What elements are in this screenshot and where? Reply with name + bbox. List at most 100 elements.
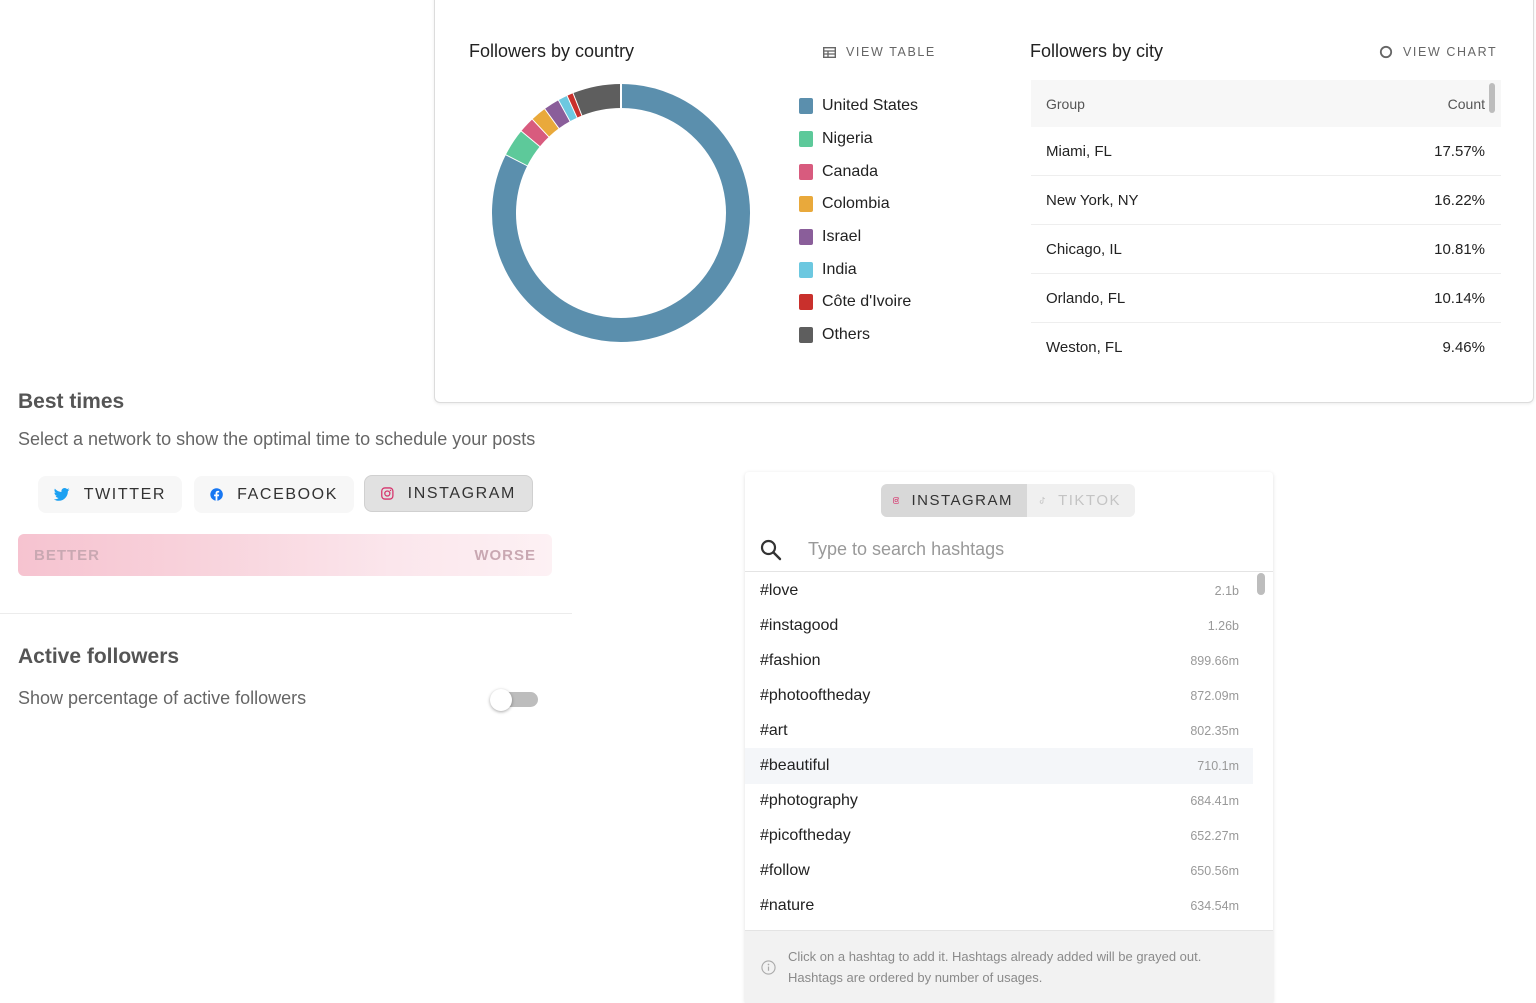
city-name: Weston, FL: [1046, 338, 1123, 356]
footer-line-1: Click on a hashtag to add it. Hashtags a…: [788, 949, 1202, 964]
best-times-subtitle: Select a network to show the optimal tim…: [18, 429, 536, 449]
city-table: Group Count Miami, FL 17.57% New York, NY 1…: [1031, 80, 1501, 365]
donut-slice-others[interactable]: [573, 84, 622, 116]
hashtag-network-switch: INSTAGRAM TIKTOK: [881, 484, 1135, 517]
city-count: 16.22%: [1434, 191, 1485, 209]
legend-item: Colombia: [799, 188, 918, 221]
legend-swatch: [799, 196, 813, 213]
hashtag-name: #picoftheday: [760, 827, 851, 845]
city-table-scrollbar[interactable]: [1489, 83, 1495, 113]
legend-item: India: [799, 253, 918, 286]
view-chart-button[interactable]: VIEW CHART: [1379, 45, 1497, 59]
hashtag-count: 634.54m: [1190, 899, 1239, 914]
count-column-header: Count: [1447, 95, 1485, 112]
legend-label: Israel: [822, 228, 862, 246]
active-followers-toggle[interactable]: [490, 689, 538, 711]
legend-swatch: [799, 327, 813, 344]
list-item[interactable]: #beautiful 710.1m: [745, 748, 1253, 784]
legend-item: Others: [799, 319, 918, 352]
legend-label: Côte d'Ivoire: [822, 293, 912, 311]
list-item[interactable]: #picoftheday 652.27m: [745, 819, 1253, 854]
city-count: 10.14%: [1434, 289, 1485, 307]
country-legend: United States Nigeria Canada Colombia Israel…: [799, 90, 918, 352]
section-divider: [0, 613, 572, 614]
hashtag-name: #art: [760, 721, 788, 739]
twitter-button[interactable]: TWITTER: [38, 476, 182, 513]
hashtag-count: 802.35m: [1190, 723, 1239, 738]
active-followers-label: Show percentage of active followers: [18, 688, 307, 708]
toggle-knob: [490, 689, 512, 711]
list-item[interactable]: #nature 634.54m: [745, 889, 1253, 924]
hashtag-count: 650.56m: [1190, 864, 1239, 879]
legend-label: Others: [822, 326, 871, 344]
hashtag-list: #love 2.1b #instagood 1.26b #fashion 899.66m #…: [745, 573, 1253, 924]
legend-label: Nigeria: [822, 130, 873, 148]
group-column-header: Group: [1046, 95, 1085, 112]
instagram-label: INSTAGRAM: [407, 484, 516, 502]
hashtag-name: #nature: [760, 897, 815, 915]
legend-swatch: [799, 294, 813, 311]
list-item[interactable]: #follow 650.56m: [745, 854, 1253, 889]
best-times-title: Best times: [18, 390, 125, 413]
tab-tiktok[interactable]: TIKTOK: [1027, 484, 1135, 517]
hashtag-count: 1.26b: [1207, 618, 1239, 633]
hashtag-name: #photography: [760, 792, 858, 810]
list-item[interactable]: #love 2.1b: [745, 573, 1253, 608]
hashtag-count: 872.09m: [1190, 688, 1239, 703]
tab-instagram[interactable]: INSTAGRAM: [881, 484, 1027, 517]
legend-swatch: [799, 131, 813, 148]
donut-slice-india[interactable]: [558, 95, 578, 122]
facebook-label: FACEBOOK: [237, 485, 338, 503]
hashtag-name: #follow: [760, 862, 810, 880]
list-item[interactable]: #photooftheday 872.09m: [745, 678, 1253, 713]
hashtag-count: 652.27m: [1190, 829, 1239, 844]
table-icon: [823, 46, 836, 58]
hashtag-count: 684.41m: [1190, 794, 1239, 809]
list-item[interactable]: #art 802.35m: [745, 713, 1253, 748]
donut-slice-nigeria[interactable]: [506, 130, 541, 166]
legend-swatch: [799, 229, 813, 246]
legend-item: Côte d'Ivoire: [799, 286, 918, 319]
legend-swatch: [799, 261, 813, 278]
tab-instagram-label: INSTAGRAM: [911, 492, 1013, 509]
hashtag-list-scrollbar[interactable]: [1257, 573, 1265, 595]
tab-tiktok-label: TIKTOK: [1058, 492, 1121, 509]
legend-swatch: [799, 98, 813, 115]
search-icon: [760, 539, 782, 560]
twitter-icon: [54, 488, 70, 501]
list-item[interactable]: #instagood 1.26b: [745, 608, 1253, 643]
donut-slice-colombia[interactable]: [532, 108, 560, 137]
hashtag-footer: Click on a hashtag to add it. Hashtags a…: [745, 930, 1273, 1003]
hashtag-name: #fashion: [760, 651, 821, 669]
legend-item: United States: [799, 90, 918, 123]
donut-slice-canada[interactable]: [521, 118, 550, 147]
hashtag-search-input[interactable]: [808, 539, 1248, 560]
city-name: Orlando, FL: [1046, 289, 1126, 307]
city-name: Chicago, IL: [1046, 240, 1122, 258]
city-count: 9.46%: [1442, 338, 1485, 356]
donut-slice-separator: [543, 107, 561, 130]
hashtag-count: 899.66m: [1190, 653, 1239, 668]
donut-slice-israel[interactable]: [545, 99, 571, 129]
legend-swatch: [799, 163, 813, 180]
worse-label: WORSE: [474, 546, 536, 564]
tiktok-icon: [1039, 496, 1046, 504]
instagram-icon: [893, 497, 900, 504]
legend-label: India: [822, 260, 857, 278]
followers-card: Followers by country VIEW TABLE United S…: [434, 0, 1534, 403]
table-row: Miami, FL 17.57%: [1031, 127, 1501, 176]
list-item[interactable]: #photography 684.41m: [745, 784, 1253, 819]
city-count: 10.81%: [1434, 240, 1485, 258]
instagram-button[interactable]: INSTAGRAM: [364, 475, 533, 512]
table-row: Weston, FL 9.46%: [1031, 323, 1501, 365]
view-table-button[interactable]: VIEW TABLE: [823, 45, 936, 59]
facebook-button[interactable]: FACEBOOK: [194, 476, 354, 513]
hashtag-count: 710.1m: [1197, 759, 1239, 774]
best-times-scale: BETTER WORSE: [18, 534, 552, 576]
view-chart-label: VIEW CHART: [1403, 45, 1498, 59]
donut-slice-united-states[interactable]: [492, 84, 750, 342]
hashtag-name: #photooftheday: [760, 686, 871, 704]
list-item[interactable]: #fashion 899.66m: [745, 643, 1253, 678]
city-count: 17.57%: [1434, 142, 1485, 160]
instagram-icon: [381, 487, 394, 500]
